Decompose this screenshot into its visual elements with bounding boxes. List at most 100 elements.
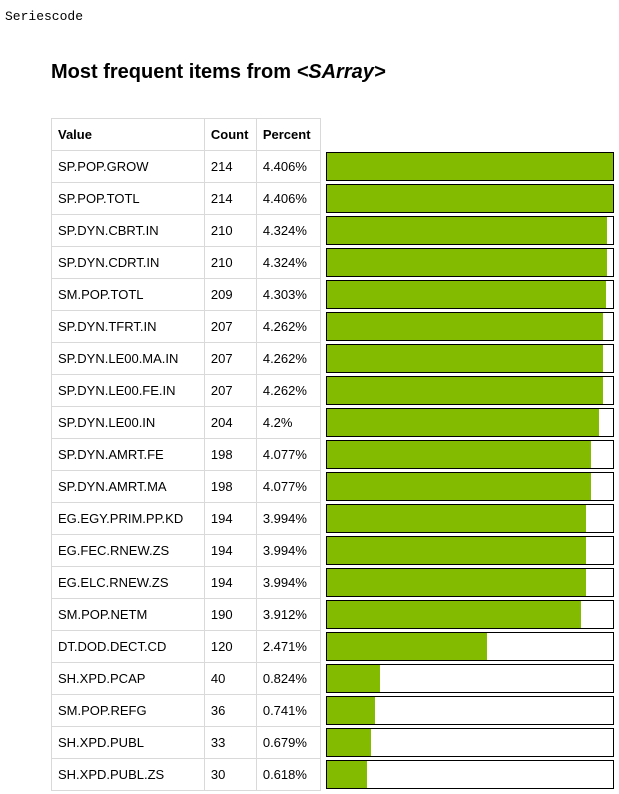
cell-percent: 4.324%: [255, 246, 321, 279]
cell-bar: [319, 630, 619, 663]
cell-bar: [319, 534, 619, 567]
cell-percent: 0.618%: [255, 758, 321, 791]
bar-track: [325, 631, 614, 661]
frequency-bar: [326, 696, 375, 724]
bar-track: [325, 343, 614, 373]
table-row: SP.POP.GROW 214 4.406%: [51, 150, 619, 183]
frequency-bar: [326, 728, 371, 756]
cell-value: DT.DOD.DECT.CD: [51, 630, 205, 663]
cell-count: 198: [203, 470, 257, 503]
bar-track: [325, 535, 614, 565]
cell-percent: 4.262%: [255, 310, 321, 343]
frequency-bar: [326, 472, 592, 500]
table-row: SP.DYN.AMRT.FE 198 4.077%: [51, 438, 619, 471]
cell-percent: 0.824%: [255, 662, 321, 695]
cell-percent: 0.741%: [255, 694, 321, 727]
cell-value: SP.DYN.CDRT.IN: [51, 246, 205, 279]
column-header-count: Count: [203, 118, 257, 151]
cell-bar: [319, 598, 619, 631]
frequency-bar: [326, 280, 607, 308]
cell-percent: 3.994%: [255, 534, 321, 567]
cell-bar: [319, 214, 619, 247]
cell-value: SP.DYN.LE00.IN: [51, 406, 205, 439]
cell-count: 214: [203, 150, 257, 183]
cell-count: 204: [203, 406, 257, 439]
frequency-bar: [326, 600, 581, 628]
cell-percent: 4.262%: [255, 342, 321, 375]
cell-count: 190: [203, 598, 257, 631]
bar-track: [325, 311, 614, 341]
cell-count: 214: [203, 182, 257, 215]
bar-track: [325, 471, 614, 501]
table-row: SP.POP.TOTL 214 4.406%: [51, 182, 619, 215]
cell-bar: [319, 438, 619, 471]
cell-value: SP.DYN.AMRT.FE: [51, 438, 205, 471]
bar-track: [325, 599, 614, 629]
frequency-bar: [326, 312, 604, 340]
table-row: DT.DOD.DECT.CD 120 2.471%: [51, 630, 619, 663]
cell-value: SM.POP.REFG: [51, 694, 205, 727]
cell-value: SM.POP.NETM: [51, 598, 205, 631]
cell-bar: [319, 278, 619, 311]
table-row: SH.XPD.PUBL.ZS 30 0.618%: [51, 758, 619, 791]
frequency-bar: [326, 536, 587, 564]
column-header-value: Value: [51, 118, 205, 151]
cell-value: EG.EGY.PRIM.PP.KD: [51, 502, 205, 535]
table-row: SH.XPD.PCAP 40 0.824%: [51, 662, 619, 695]
bar-track: [325, 375, 614, 405]
table-body: SP.POP.GROW 214 4.406% SP.POP.TOTL 214 4.406%…: [51, 150, 619, 791]
table-row: SM.POP.TOTL 209 4.303%: [51, 278, 619, 311]
bar-track: [325, 215, 614, 245]
cell-percent: 4.2%: [255, 406, 321, 439]
frequency-table: Value Count Percent SP.POP.GROW 214 4.406%…: [51, 118, 619, 791]
table-row: SP.DYN.LE00.IN 204 4.2%: [51, 406, 619, 439]
cell-value: SH.XPD.PUBL: [51, 726, 205, 759]
cell-count: 198: [203, 438, 257, 471]
cell-value: SP.DYN.AMRT.MA: [51, 470, 205, 503]
cell-bar: [319, 150, 619, 183]
table-row: EG.EGY.PRIM.PP.KD 194 3.994%: [51, 502, 619, 535]
page-title: Most frequent items from <SArray>: [51, 61, 386, 84]
table-header-row: Value Count Percent: [51, 118, 619, 151]
frequency-bar: [326, 248, 608, 276]
cell-value: SP.POP.TOTL: [51, 182, 205, 215]
table-row: SP.DYN.CDRT.IN 210 4.324%: [51, 246, 619, 279]
cell-percent: 3.912%: [255, 598, 321, 631]
cell-count: 210: [203, 214, 257, 247]
cell-value: SP.DYN.LE00.FE.IN: [51, 374, 205, 407]
cell-value: SH.XPD.PCAP: [51, 662, 205, 695]
bar-track: [325, 663, 614, 693]
cell-value: SM.POP.TOTL: [51, 278, 205, 311]
cell-count: 207: [203, 374, 257, 407]
cell-percent: 3.994%: [255, 502, 321, 535]
cell-bar: [319, 310, 619, 343]
column-header-percent: Percent: [255, 118, 321, 151]
cell-count: 40: [203, 662, 257, 695]
cell-bar: [319, 662, 619, 695]
cell-bar: [319, 374, 619, 407]
frequency-bar: [326, 504, 587, 532]
cell-count: 30: [203, 758, 257, 791]
cell-bar: [319, 502, 619, 535]
cell-value: SH.XPD.PUBL.ZS: [51, 758, 205, 791]
cell-count: 207: [203, 342, 257, 375]
cell-count: 33: [203, 726, 257, 759]
frequency-bar: [326, 440, 592, 468]
table-row: SP.DYN.CBRT.IN 210 4.324%: [51, 214, 619, 247]
cell-bar: [319, 182, 619, 215]
title-object: <SArray>: [296, 61, 386, 83]
series-code-label: Seriescode: [5, 9, 84, 24]
table-row: SH.XPD.PUBL 33 0.679%: [51, 726, 619, 759]
cell-percent: 4.406%: [255, 150, 321, 183]
cell-bar: [319, 694, 619, 727]
frequency-bar: [326, 216, 608, 244]
cell-bar: [319, 726, 619, 759]
table-row: SM.POP.NETM 190 3.912%: [51, 598, 619, 631]
cell-percent: 0.679%: [255, 726, 321, 759]
cell-count: 194: [203, 502, 257, 535]
cell-count: 194: [203, 534, 257, 567]
cell-count: 120: [203, 630, 257, 663]
bar-track: [325, 695, 614, 725]
table-row: SP.DYN.AMRT.MA 198 4.077%: [51, 470, 619, 503]
bar-track: [325, 183, 614, 213]
